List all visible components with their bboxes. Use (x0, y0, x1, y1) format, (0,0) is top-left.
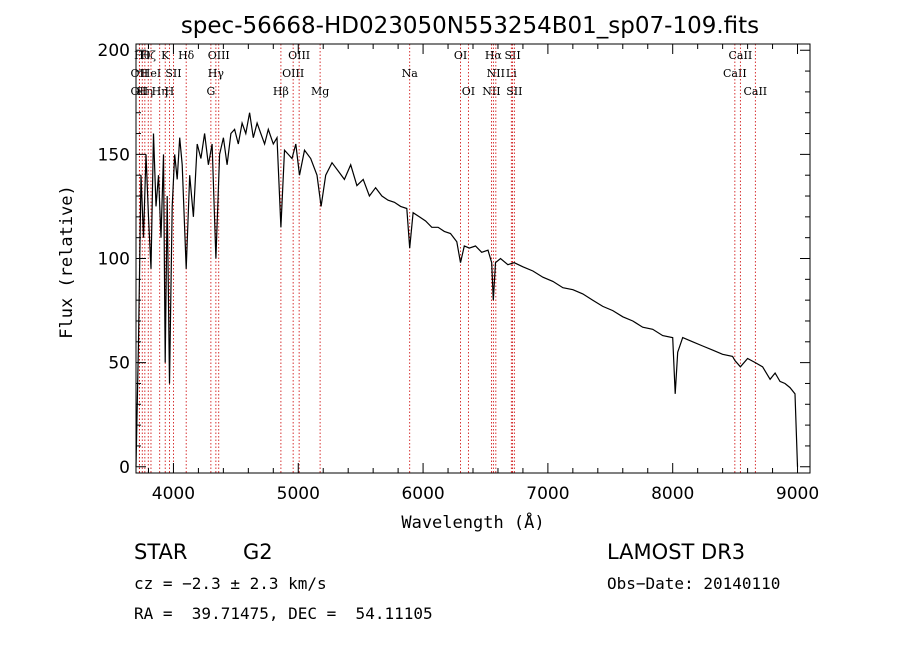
line-marker-label: SII (504, 49, 520, 62)
line-markers: OIIOIIHθHηHζHeIHηKHSIIHδGHγOIIIHβOIIIOII… (131, 44, 767, 473)
y-tick-label: 0 (119, 458, 130, 478)
line-marker-label: Hη (137, 85, 153, 98)
survey-name: LAMOST DR3 (607, 540, 746, 564)
line-marker-label: Hζ (140, 49, 156, 62)
y-tick-label: 100 (98, 250, 130, 270)
line-marker-label: Mg (311, 85, 329, 98)
plot-frame (135, 43, 811, 474)
line-marker-label: NII (487, 67, 505, 80)
line-marker-label: H (165, 85, 175, 98)
y-axis-label: Flux (relative) (57, 185, 77, 339)
y-tick-label: 150 (98, 145, 130, 165)
object-class: STAR (134, 540, 188, 564)
observation-date: Obs−Date: 20140110 (607, 574, 781, 593)
x-tick-label: 8000 (651, 484, 694, 504)
line-marker-label: Na (402, 67, 419, 80)
coordinates: RA = 39.71475, DEC = 54.11105 (134, 604, 433, 623)
object-subclass: G2 (243, 540, 273, 564)
line-marker-label: CaII (743, 85, 767, 98)
line-marker-label: HeI (141, 67, 161, 80)
axis-ticks: 4000 5000 6000 7000 8000 9000 0 50 100 150 200 (98, 41, 820, 504)
redshift-value: cz = −2.3 ± 2.3 km/s (134, 574, 327, 593)
line-marker-label: SII (506, 85, 522, 98)
line-marker-label: OIII (282, 67, 304, 80)
spectrum-line (135, 112, 799, 467)
spectrum-chart: spec-56668-HD023050N553254B01_sp07-109.f… (57, 13, 820, 533)
line-marker-label: K (161, 49, 170, 62)
x-tick-label: 5000 (277, 484, 320, 504)
line-marker-label: SII (165, 67, 181, 80)
y-tick-label: 200 (98, 41, 130, 61)
line-marker-label: Hη (152, 85, 168, 98)
x-tick-label: 6000 (401, 484, 444, 504)
line-marker-label: OI (462, 85, 475, 98)
x-tick-label: 7000 (526, 484, 569, 504)
x-axis-label: Wavelength (Å) (401, 511, 544, 533)
line-marker-label: NII (482, 85, 500, 98)
line-marker-label: Hγ (208, 67, 225, 80)
line-marker-label: G (206, 85, 215, 98)
line-marker-label: Hβ (273, 85, 289, 98)
line-marker-label: CaII (729, 49, 753, 62)
line-marker-label: Hδ (178, 49, 195, 62)
line-marker-label: OIII (208, 49, 230, 62)
line-marker-label: Hα (485, 49, 503, 62)
line-marker-label: OI (454, 49, 467, 62)
chart-title: spec-56668-HD023050N553254B01_sp07-109.f… (181, 13, 759, 39)
line-marker-label: OIII (288, 49, 310, 62)
x-tick-label: 9000 (776, 484, 819, 504)
line-marker-label: CaII (723, 67, 747, 80)
x-tick-label: 4000 (152, 484, 195, 504)
line-marker-label: Li (506, 67, 517, 80)
y-tick-label: 50 (108, 354, 130, 374)
line-marker-label: Hθ (134, 49, 151, 62)
